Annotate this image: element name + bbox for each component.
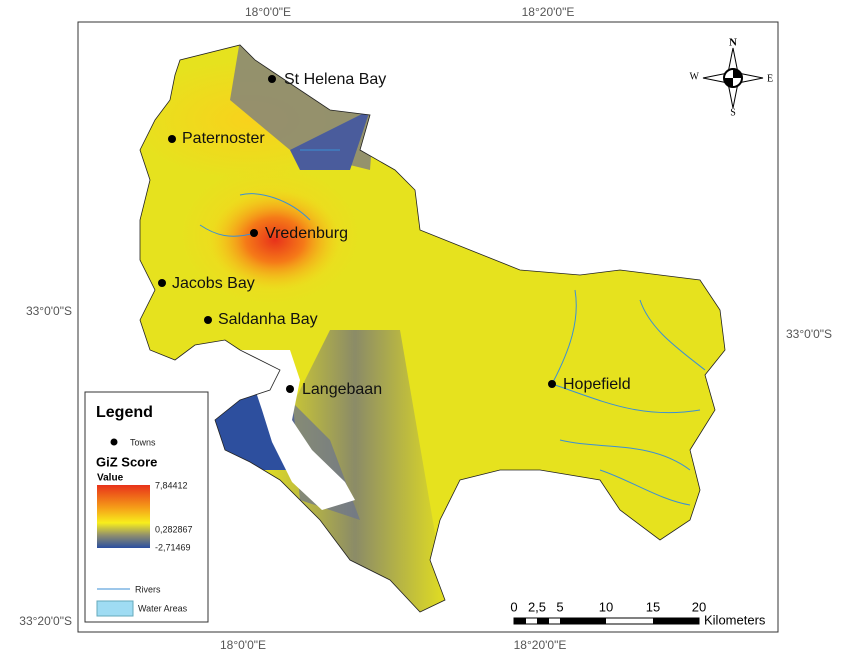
coord-label: 18°0'0"E: [220, 638, 266, 652]
town-label: Jacobs Bay: [172, 275, 255, 292]
towns: St Helena Bay Paternoster Vredenburg Jac…: [158, 71, 631, 398]
compass-label: E: [767, 73, 773, 84]
coord-label: 18°20'0"E: [514, 638, 567, 652]
legend-heading: GiZ Score: [96, 454, 157, 469]
town-label: Saldanha Bay: [218, 311, 318, 328]
rivers: [199, 149, 706, 506]
legend-label: 0,282867: [155, 524, 193, 534]
town-label: St Helena Bay: [284, 71, 386, 88]
scale-label: 15: [646, 599, 660, 614]
scale-unit: Kilometers: [704, 612, 766, 627]
scale-label: 5: [556, 599, 563, 614]
town-label: Hopefield: [563, 376, 631, 393]
scale-label: 10: [599, 599, 613, 614]
coord-label: 33°20'0"S: [19, 614, 72, 628]
scale-bar: 0 2,5 5 10 15 20 Kilometers: [510, 599, 766, 627]
legend-label: -2,71469: [155, 542, 191, 552]
legend-label: Water Areas: [138, 603, 188, 613]
coord-label: 18°0'0"E: [245, 5, 291, 19]
town-label: Paternoster: [182, 130, 265, 147]
scale-label: 0: [510, 599, 517, 614]
compass: N S E W: [690, 37, 774, 119]
legend-label: 7,84412: [155, 480, 188, 490]
legend-label: Value: [97, 473, 124, 484]
compass-label: S: [730, 107, 736, 118]
coord-label: 18°20'0"E: [522, 5, 575, 19]
legend-label: Towns: [130, 437, 156, 447]
coord-label: 33°0'0"S: [786, 327, 832, 341]
town-label: Langebaan: [302, 381, 382, 398]
town-label: Vredenburg: [265, 225, 348, 242]
coord-label: 33°0'0"S: [26, 304, 72, 318]
legend-title: Legend: [96, 404, 153, 421]
coordinates: 18°0'0"E 18°20'0"E 18°0'0"E 18°20'0"E 33…: [19, 5, 832, 652]
scale-label: 20: [692, 599, 706, 614]
compass-label: W: [690, 71, 700, 82]
compass-label: N: [729, 37, 737, 49]
scale-label: 2,5: [528, 599, 546, 614]
legend: Legend Towns GiZ Score Value 7,84412 0,2…: [84, 391, 209, 623]
legend-label: Rivers: [135, 584, 161, 594]
